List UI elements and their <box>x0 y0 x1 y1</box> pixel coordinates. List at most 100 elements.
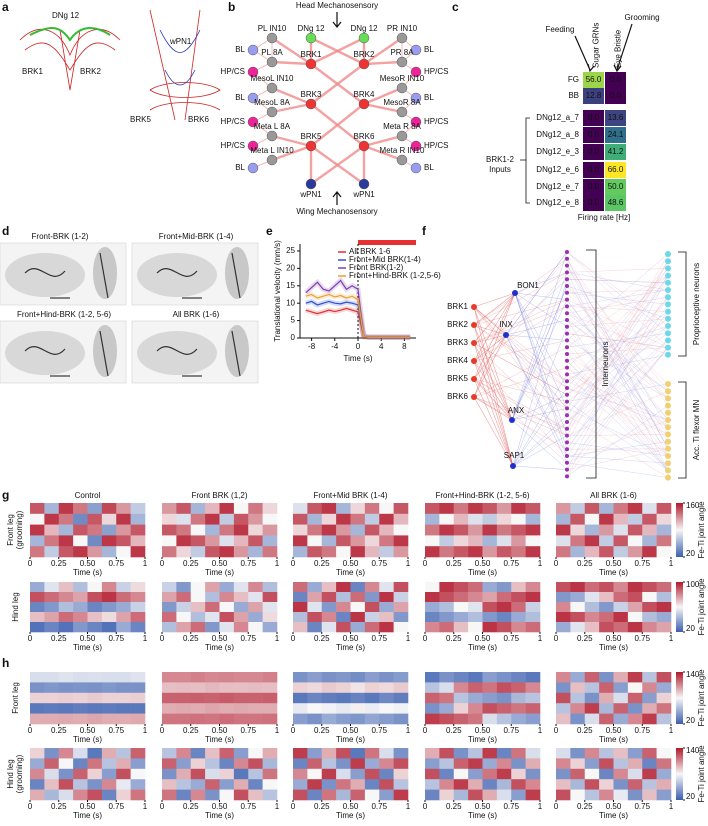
heatmap-cell <box>30 682 45 694</box>
x-tick-label: 0.75 <box>240 559 256 568</box>
heatmap-cell <box>205 768 220 780</box>
heatmap-cell <box>116 713 131 725</box>
proprioceptive-neuron <box>665 337 671 344</box>
heatmap-cell <box>425 524 440 536</box>
heatmap-cell <box>642 592 657 603</box>
node-label: Meta R IN10 <box>380 146 425 155</box>
heatmap-cell <box>584 713 600 725</box>
connection <box>473 334 507 398</box>
heatmap-cell <box>379 622 394 633</box>
heatmap-cell <box>393 622 409 633</box>
heatmap-cell <box>262 535 278 547</box>
heatmap-cell <box>190 513 206 525</box>
heatmap-cell <box>248 748 263 759</box>
heatmap-cell <box>176 682 192 694</box>
tissue <box>137 331 217 375</box>
node-label: HP/CS <box>424 141 448 150</box>
heatmap-cell <box>496 703 512 714</box>
interneuron <box>565 426 569 431</box>
heatmap-cell <box>468 592 483 603</box>
heatmap-cell <box>73 672 88 683</box>
heatmap-cell <box>205 703 220 714</box>
heatmap-cell <box>627 779 643 790</box>
heatmap-cell <box>482 748 498 759</box>
heatmap-cell <box>605 72 626 88</box>
x-tick-label: 0.75 <box>503 634 519 643</box>
heatmap-cell <box>599 713 614 725</box>
heatmap-cell <box>176 758 192 770</box>
heatmap-cell <box>162 692 177 704</box>
heatmap-cell <box>233 672 249 683</box>
heatmap-cell <box>87 682 103 694</box>
heatmap-cell <box>73 524 88 536</box>
heatmap-cell <box>556 789 571 801</box>
value-label: 12.8 <box>586 91 602 100</box>
node-label: DNg 12 <box>297 24 325 33</box>
row-label: DNg12_e_3 <box>536 147 579 156</box>
hub-node <box>510 463 516 469</box>
heatmap-cell <box>130 524 146 536</box>
heatmap-cell <box>556 768 571 780</box>
axis-label: Time (s) <box>468 811 497 820</box>
heatmap-cell <box>439 682 455 694</box>
heatmap-cell <box>364 672 380 683</box>
axis-label: Time (s) <box>336 568 365 577</box>
x-tick-label: 1 <box>143 726 148 735</box>
heatmap-cell <box>293 779 308 790</box>
colorbar-title: Fe-Ti joint angle <box>697 578 706 636</box>
interneuron <box>565 460 569 465</box>
heatmap-cell <box>190 503 206 515</box>
x-tick-label: 1 <box>143 559 148 568</box>
heatmap-cell <box>453 524 469 536</box>
connection <box>473 272 568 326</box>
heatmap-cell <box>307 713 323 725</box>
heatmap-cell <box>307 758 323 770</box>
motor-neuron <box>665 438 671 445</box>
heatmap-cell <box>364 682 380 694</box>
connection <box>310 103 365 147</box>
node-label: BRK3 <box>447 338 468 347</box>
heatmap-cell <box>336 779 351 790</box>
heatmap-cell <box>293 535 308 547</box>
interneuron <box>565 433 569 438</box>
heatmap-cell <box>307 703 323 714</box>
heatmap-cell <box>556 602 571 613</box>
heatmap-cell <box>336 602 351 613</box>
heatmap-cell <box>453 713 469 725</box>
connection <box>566 261 669 443</box>
connection <box>473 306 568 409</box>
heatmap-cell <box>248 789 263 801</box>
x-tick-label: 0.25 <box>577 634 593 643</box>
connection <box>566 313 669 355</box>
heatmap-cell <box>293 546 308 558</box>
axis-label: Time (s) <box>336 735 365 744</box>
x-tick-label: 0 <box>28 559 33 568</box>
heatmap-cell <box>30 535 45 547</box>
heatmap-cell <box>233 535 249 547</box>
heatmap-cell <box>58 513 74 525</box>
heatmap-cell <box>511 768 526 780</box>
heatmap-cell <box>439 524 455 536</box>
heatmap-cell <box>101 758 117 770</box>
heatmap-cell <box>656 602 672 613</box>
connection <box>473 292 516 344</box>
heatmap-cell <box>87 546 103 558</box>
heatmap-cell <box>379 513 394 525</box>
x-tick-label: 1 <box>669 802 674 811</box>
connection <box>566 383 669 402</box>
heatmap-cell <box>482 789 498 801</box>
heatmap-cell <box>511 682 526 694</box>
column-title: All BRK (1-6) <box>590 491 637 500</box>
colorbar-label: 20 <box>686 624 695 633</box>
heatmap-cell <box>482 582 498 593</box>
heatmap-cell <box>162 758 177 770</box>
heatmap-cell <box>58 503 74 515</box>
heatmap-cell <box>511 513 526 525</box>
neuron-label: BRK1 <box>22 67 43 76</box>
proprioceptive-neuron <box>665 330 671 337</box>
heatmap-cell <box>613 692 629 704</box>
heatmap-cell <box>599 789 614 801</box>
heatmap-cell <box>439 692 455 704</box>
heatmap-cell <box>350 758 366 770</box>
heatmap-cell <box>453 582 469 593</box>
